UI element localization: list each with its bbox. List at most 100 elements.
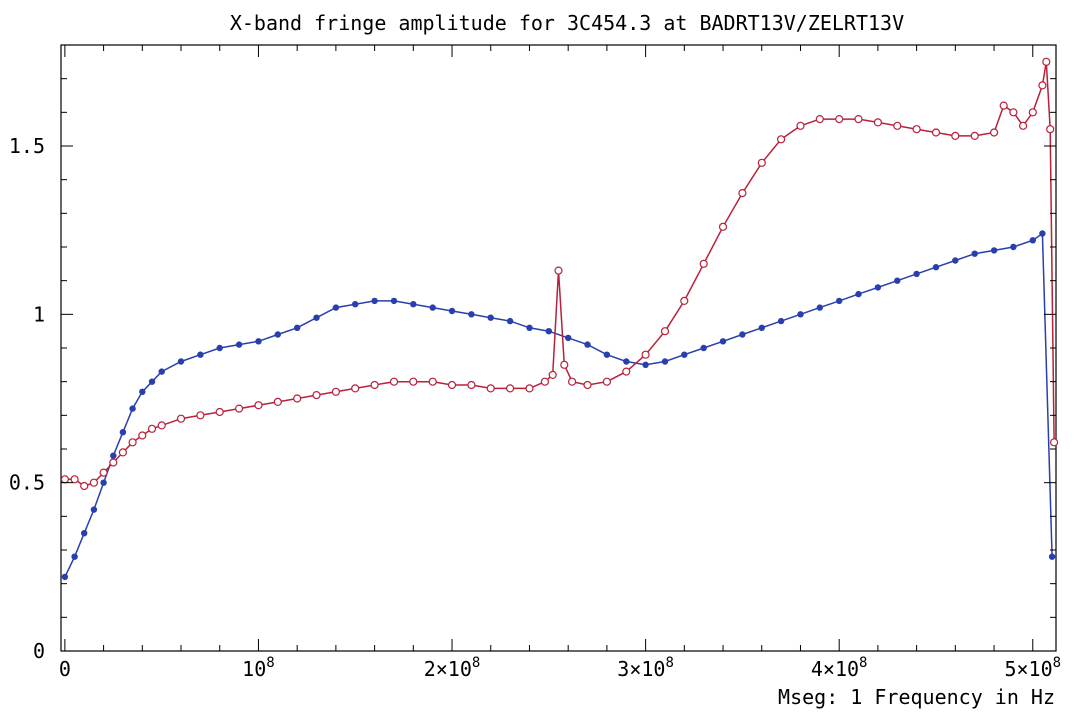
series-1-point-29	[506, 317, 514, 325]
series-2-point-13	[196, 411, 205, 420]
series-2-point-59	[1009, 108, 1018, 117]
series-2-point-9	[138, 431, 147, 440]
series-1-point-42	[758, 324, 765, 331]
series-2	[60, 57, 1059, 491]
series-1-point-19	[313, 314, 320, 321]
series-2-point-45	[757, 158, 766, 167]
series-1-point-52	[952, 257, 959, 264]
series-1-point-3	[81, 530, 88, 537]
series-2-point-40	[660, 327, 670, 336]
series-2-point-44	[738, 189, 747, 198]
series-1-point-17	[274, 331, 281, 338]
series-1-point-22	[371, 297, 378, 305]
x-tick-label-5: 4×108	[811, 655, 868, 681]
series-2-point-1	[60, 475, 70, 484]
series-1-point-18	[294, 324, 301, 331]
series-2-point-16	[254, 401, 263, 410]
series-1-point-36	[642, 361, 649, 368]
series-1-point-47	[855, 290, 862, 298]
series-1-point-49	[894, 277, 901, 284]
series-2-point-49	[835, 114, 844, 124]
series-2-point-54	[931, 128, 941, 137]
series-1-point-34	[603, 351, 611, 358]
series-1-point-30	[526, 324, 533, 331]
ticks-layer: 0 108 2×108 3×108 4×108 5×108 0 0.5 1 1.5	[9, 45, 1061, 681]
series-2-point-60	[1018, 121, 1028, 130]
series-2-point-32	[548, 370, 557, 379]
series-2-point-24	[409, 377, 418, 386]
series-1-point-5	[100, 479, 107, 486]
series-1-point-24	[410, 301, 417, 308]
series-1-point-56	[1029, 237, 1037, 244]
series-1-point-53	[971, 250, 978, 257]
series-2-point-26	[447, 380, 457, 390]
series-1-point-14	[216, 344, 223, 352]
series-1-point-46	[836, 297, 843, 305]
series-2-point-55	[951, 131, 960, 140]
series-2-point-36	[583, 380, 592, 390]
y-tick-label-1: 0	[33, 639, 45, 663]
series-1-point-12	[177, 358, 185, 365]
series-1-point-31	[545, 328, 552, 335]
series-2-point-52	[893, 121, 902, 130]
series-1-point-58	[1048, 553, 1056, 560]
series-2-point-25	[428, 377, 437, 386]
series-2-point-47	[796, 121, 805, 130]
y-tick-label-4: 1.5	[9, 134, 45, 158]
series-2-point-42	[699, 259, 708, 268]
series-1-point-27	[468, 311, 475, 318]
series-1-point-2	[71, 553, 78, 560]
x-tick-label-1: 0	[59, 657, 71, 681]
series-2-point-48	[815, 114, 824, 124]
series-1-point-6	[110, 452, 117, 459]
series-2-point-18	[293, 394, 302, 403]
series-2-point-43	[718, 222, 728, 231]
series-2-point-14	[215, 407, 224, 417]
series-1-point-38	[681, 351, 688, 358]
series-1-point-13	[197, 351, 204, 358]
series-2-point-31	[540, 377, 550, 386]
series-1-point-40	[719, 338, 727, 345]
series-2-point-20	[331, 387, 340, 396]
chart-title: X-band fringe amplitude for 3C454.3 at B…	[230, 11, 904, 35]
series-2-point-41	[680, 296, 689, 305]
series-2-point-46	[776, 135, 786, 144]
series-2-point-34	[560, 360, 569, 369]
series-2-point-2	[70, 475, 79, 484]
x-tick-label-3: 2×108	[424, 655, 481, 681]
series-2-point-27	[467, 380, 476, 390]
y-tick-label-3: 1	[33, 302, 45, 326]
series-1-point-15	[235, 341, 243, 348]
series-2-point-63	[1042, 57, 1051, 66]
series-1-point-54	[990, 247, 998, 254]
series-2-point-23	[389, 377, 399, 386]
series-2-point-62	[1038, 81, 1047, 90]
series-1-point-10	[148, 378, 156, 385]
series-1-point-11	[158, 368, 165, 375]
series-1-point-41	[739, 331, 746, 338]
series-2-point-57	[989, 128, 999, 137]
y-tick-label-2: 0.5	[9, 471, 45, 495]
series-2-point-28	[486, 384, 495, 393]
series-1-point-35	[623, 358, 630, 365]
series-2-point-64	[1046, 125, 1055, 134]
x-tick-label-6: 5×108	[1004, 655, 1061, 681]
series-2-point-8	[128, 438, 137, 447]
series-2-point-19	[312, 391, 321, 400]
series-2-point-17	[273, 397, 282, 406]
series-1-point-39	[700, 344, 707, 352]
series-1-line	[64, 232, 1053, 578]
series-2-point-15	[235, 404, 244, 413]
x-axis-label: Mseg: 1 Frequency in Hz	[778, 685, 1055, 709]
series-2-point-56	[970, 131, 979, 140]
series-2-point-21	[351, 384, 360, 393]
series-2-point-33	[554, 266, 563, 275]
series-2-point-53	[912, 125, 921, 134]
series-1-point-25	[429, 304, 436, 311]
series-2-point-5	[99, 468, 108, 477]
series-1-point-23	[390, 297, 398, 305]
series-2-point-3	[80, 481, 89, 491]
plot-frame	[60, 44, 1057, 652]
series-2-point-61	[1028, 108, 1037, 117]
